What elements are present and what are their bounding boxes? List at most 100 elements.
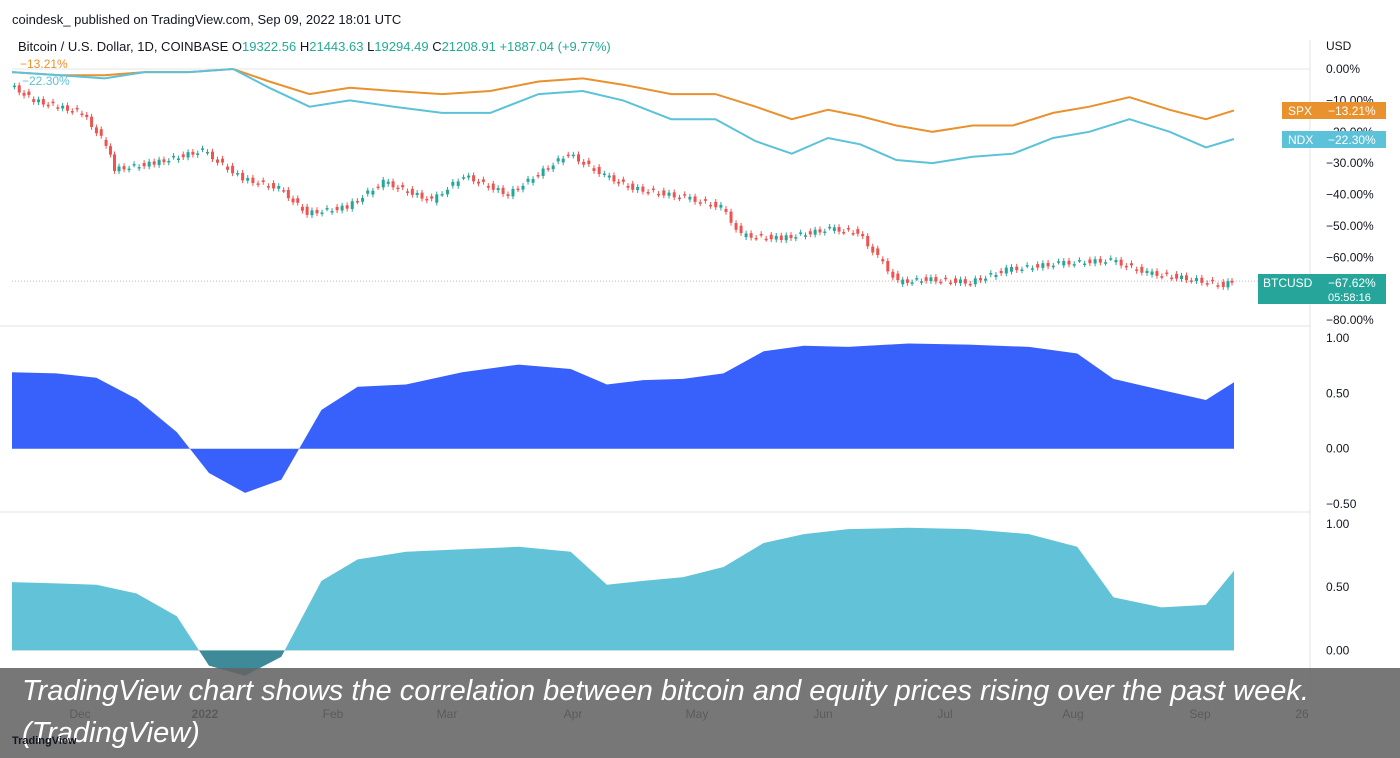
candle-body [719, 204, 723, 208]
candle-body [406, 191, 410, 193]
candle-body [949, 282, 953, 284]
candle-body [1180, 275, 1184, 280]
candle-body [361, 197, 365, 202]
candle-body [291, 198, 295, 203]
candle-body [430, 196, 434, 199]
candle-body [496, 188, 500, 191]
candle-body [546, 168, 550, 170]
candle-body [896, 273, 900, 281]
candle-body [1109, 258, 1113, 260]
candle-body [1189, 280, 1193, 282]
candle-body [541, 168, 545, 176]
close-value: 21208.91 [441, 39, 496, 54]
candle-body [1194, 278, 1198, 282]
ndx-tag-value: −22.30% [1328, 133, 1376, 147]
candle-body [85, 114, 89, 118]
candle-body [486, 185, 490, 188]
candle-body [602, 173, 606, 175]
candle-body [779, 235, 783, 240]
candle-body [749, 233, 753, 238]
candle-body [205, 151, 209, 154]
ndx-left-label: −22.30% [22, 74, 70, 88]
open-value: 19322.56 [241, 39, 297, 54]
price-axis-tick: −50.00% [1326, 219, 1374, 233]
caption-overlay: TradingView chart shows the correlation … [0, 668, 1400, 758]
candle-body [132, 164, 136, 166]
candle-body [891, 271, 895, 278]
candle-body [277, 186, 281, 189]
candle-body [246, 177, 250, 181]
candle-body [391, 181, 395, 188]
correlation-area [12, 527, 1234, 676]
candle-body [561, 158, 565, 163]
candle-body [320, 212, 324, 215]
candle-body [191, 151, 195, 155]
candle-body [621, 179, 625, 182]
candle-body [127, 168, 131, 171]
candle-body [440, 193, 444, 196]
candle-body [1150, 271, 1154, 275]
candle-body [256, 183, 260, 185]
candle-body [693, 196, 697, 202]
candle-body [61, 105, 65, 109]
candle-body [410, 188, 414, 195]
candle-body [350, 201, 354, 209]
candle-body [162, 159, 166, 163]
candle-body [934, 277, 938, 282]
spx-left-label: −13.21% [20, 57, 68, 71]
candle-body [646, 191, 650, 194]
candle-body [626, 185, 630, 188]
candle-body [556, 158, 560, 162]
correlation-axis-tick: 1.00 [1326, 517, 1350, 531]
candle-body [1036, 264, 1040, 268]
candle-body [445, 189, 449, 195]
candle-body [1046, 262, 1050, 267]
candle-body [366, 190, 370, 194]
candle-body [994, 274, 998, 278]
candle-body [1124, 265, 1128, 268]
candle-body [46, 104, 50, 107]
candle-body [1140, 266, 1144, 273]
price-change: +1887.04 (+9.77%) [499, 39, 611, 54]
candle-body [345, 205, 349, 209]
candle-body [784, 235, 788, 241]
candle-body [973, 278, 977, 285]
candle-body [823, 231, 827, 234]
correlation-negative-area [199, 650, 285, 676]
correlation-axis-tick: 0.50 [1326, 386, 1350, 400]
candle-body [846, 228, 850, 230]
candle-body [186, 152, 190, 158]
candle-body [1205, 283, 1209, 285]
candle-body [651, 188, 655, 191]
candle-body [856, 229, 860, 234]
candle-body [1041, 263, 1045, 268]
low-value: 19294.49 [374, 39, 429, 54]
candle-body [506, 194, 510, 197]
candle-body [739, 225, 743, 234]
candle-body [511, 188, 515, 197]
candle-body [401, 185, 405, 188]
close-label: C [432, 39, 442, 54]
candle-body [657, 193, 661, 196]
candle-body [216, 159, 220, 163]
candle-body [764, 238, 768, 241]
btc-candles [12, 82, 1234, 291]
candle-body [774, 235, 778, 240]
candle-body [905, 279, 909, 283]
candle-body [714, 201, 718, 208]
correlation-axis-tick: 0.00 [1326, 643, 1350, 657]
candle-body [924, 277, 928, 281]
candle-body [662, 190, 666, 196]
candle-body [51, 101, 55, 104]
candle-body [759, 233, 763, 236]
tradingview-logo: TradingView [12, 735, 77, 747]
candle-body [1010, 266, 1014, 272]
candle-body [592, 168, 596, 171]
candle-body [420, 192, 424, 199]
candle-body [939, 281, 943, 284]
open-label: O [231, 39, 242, 54]
candle-body [612, 175, 616, 182]
candle-body [157, 159, 161, 166]
published-by-line: coindesk_ published on TradingView.com, … [12, 12, 402, 27]
